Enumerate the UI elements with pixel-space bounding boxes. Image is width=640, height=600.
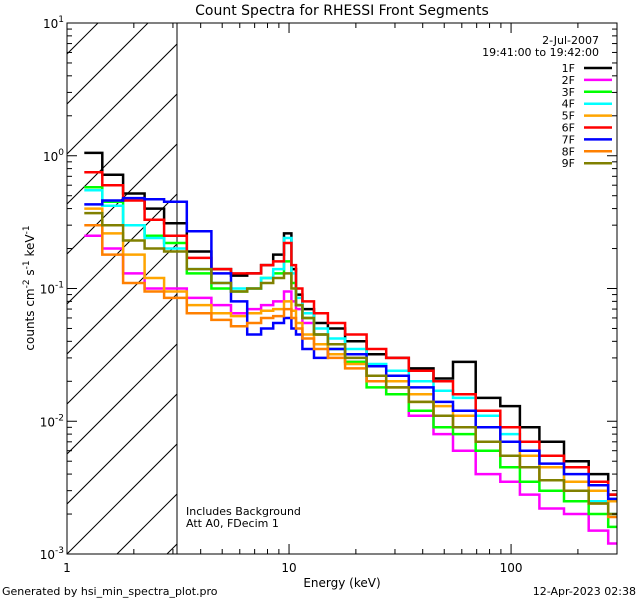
chart-title: Count Spectra for RHESSI Front Segments: [195, 3, 489, 19]
legend-label-3f: 3F: [562, 86, 575, 99]
y-tick-label: 10-2: [40, 413, 64, 429]
hatch-line: [317, 0, 640, 554]
hatched-region: [67, 0, 640, 554]
legend-label-5f: 5F: [562, 110, 575, 123]
series-9f-line: [84, 211, 617, 516]
hatch-line: [67, 193, 177, 305]
hatch-line: [567, 0, 640, 554]
hatch-line: [267, 0, 640, 554]
x-axis-label: Energy (keV): [303, 576, 380, 590]
hatch-line: [67, 443, 177, 554]
footer-timestamp: 12-Apr-2023 02:38: [533, 585, 636, 598]
series-7f-line: [84, 196, 617, 501]
legend-date: 2-Jul-2007: [542, 34, 599, 47]
x-tick-label: 1: [63, 561, 71, 575]
hatch-line: [367, 0, 640, 554]
hatch-line: [517, 0, 640, 554]
hatch-line: [67, 143, 177, 255]
annotation-background: Includes Background: [186, 505, 301, 518]
hatch-line: [67, 293, 177, 405]
annotation-attenuator: Att A0, FDecim 1: [186, 517, 279, 530]
legend-label-2f: 2F: [562, 74, 575, 87]
x-tick-label: 10: [281, 561, 296, 575]
series-8f-line: [84, 223, 617, 519]
footer-generator: Generated by hsi_min_spectra_plot.pro: [2, 585, 218, 598]
series-1f-line: [84, 151, 617, 496]
hatch-line: [67, 23, 149, 105]
y-axis-label: counts cm-2 s-1 keV-1: [22, 225, 37, 350]
hatch-line: [67, 393, 177, 505]
y-tick-label: 10-3: [40, 546, 64, 562]
hatch-line: [67, 43, 177, 155]
legend-time-range: 19:41:00 to 19:42:00: [482, 46, 599, 59]
legend-label-6f: 6F: [562, 122, 575, 135]
hatch-line: [617, 0, 640, 554]
legend-label-9f: 9F: [562, 157, 575, 170]
legend-label-1f: 1F: [562, 62, 575, 75]
legend-label-7f: 7F: [562, 133, 575, 146]
legend-label-8f: 8F: [562, 145, 575, 158]
y-tick-label: 10-1: [40, 281, 64, 297]
series-4f-line: [84, 188, 617, 516]
hatch-line: [67, 243, 177, 355]
series-6f-line: [84, 171, 617, 496]
y-tick-label: 100: [43, 148, 64, 164]
x-tick-label: 100: [500, 561, 523, 575]
hatch-line: [417, 0, 640, 554]
hatch-line: [467, 0, 640, 554]
y-tick-label: 101: [43, 15, 64, 31]
legend-label-4f: 4F: [562, 98, 575, 111]
